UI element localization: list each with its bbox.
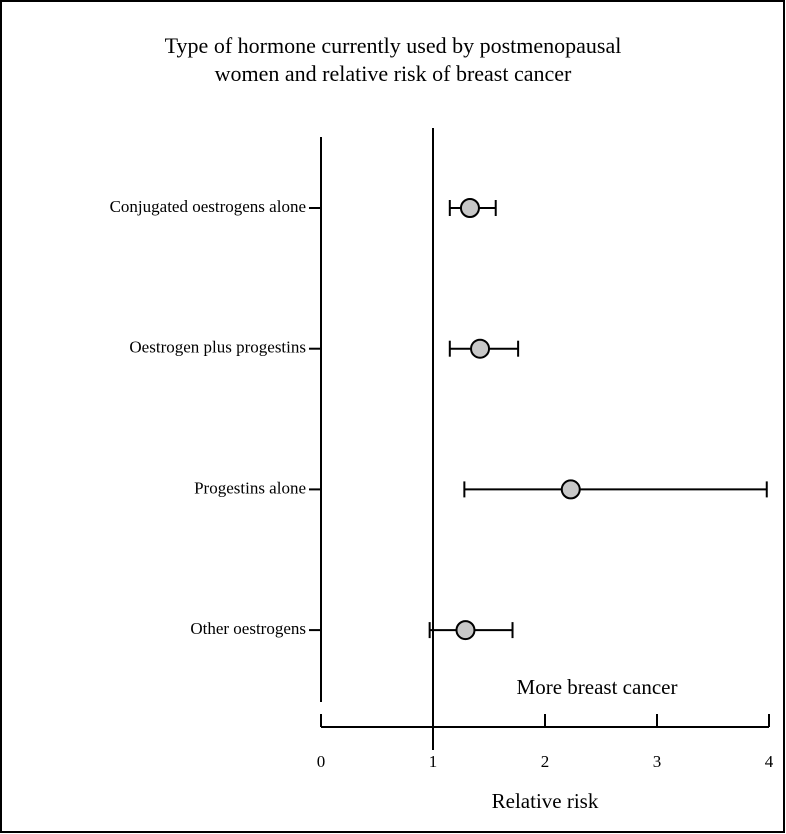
y-tick-label: Other oestrogens — [190, 619, 306, 638]
y-tick-label: Progestins alone — [194, 478, 306, 497]
x-tick-label: 2 — [541, 752, 550, 771]
chart-title: women and relative risk of breast cancer — [215, 61, 572, 86]
x-tick-label: 3 — [653, 752, 662, 771]
x-axis-label: Relative risk — [492, 789, 599, 813]
point-estimate — [470, 338, 491, 359]
x-tick-label: 0 — [317, 752, 326, 771]
point-estimate — [459, 198, 480, 218]
y-tick-label: Oestrogen plus progestins — [129, 338, 306, 357]
y-tick-label: Conjugated oestrogens alone — [110, 197, 306, 216]
chart-title: Type of hormone currently used by postme… — [165, 33, 622, 58]
point-estimate — [455, 620, 476, 641]
annotation: More breast cancer — [517, 675, 678, 699]
x-tick-label: 1 — [429, 752, 438, 771]
x-tick-label: 4 — [765, 752, 774, 771]
point-estimate — [560, 479, 581, 500]
